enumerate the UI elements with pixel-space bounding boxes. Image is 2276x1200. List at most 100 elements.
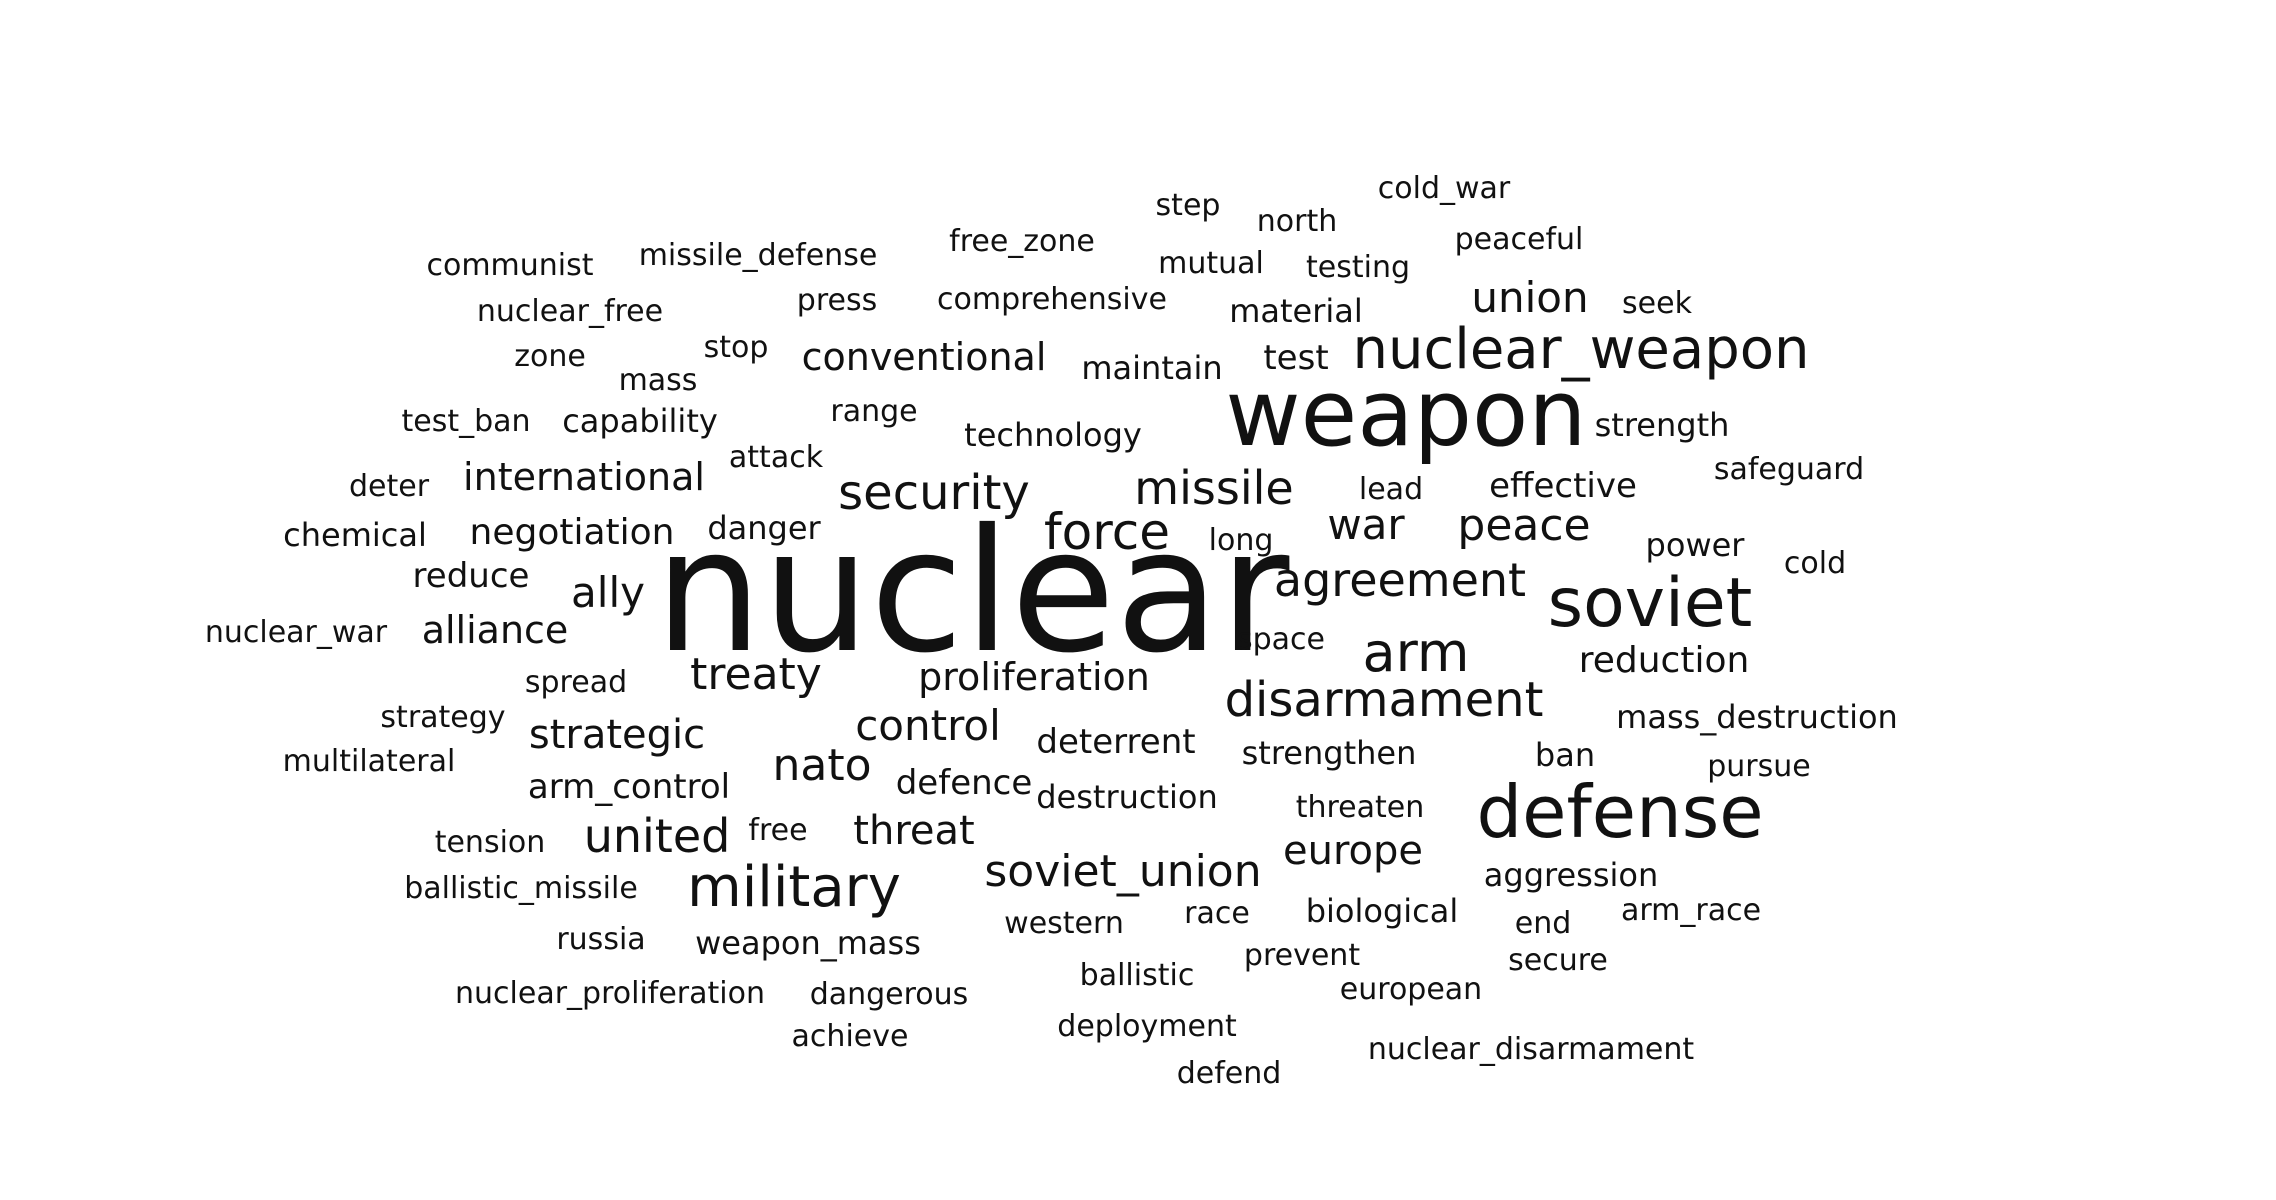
- word: defend: [1176, 1056, 1282, 1091]
- word: ballistic_missile: [404, 871, 638, 906]
- word: union: [1471, 273, 1589, 322]
- word: nato: [772, 740, 872, 791]
- word: mutual: [1158, 246, 1264, 281]
- word: race: [1184, 896, 1250, 931]
- word: free: [748, 813, 808, 848]
- word: missile: [1134, 461, 1294, 515]
- word: arm: [1362, 621, 1470, 684]
- word: negotiation: [469, 512, 675, 553]
- word: nuclear_free: [476, 294, 664, 329]
- word: stop: [703, 330, 769, 365]
- word: conventional: [801, 335, 1047, 379]
- word: step: [1155, 188, 1221, 223]
- word: force: [1044, 503, 1170, 561]
- word: mass_destruction: [1616, 698, 1898, 736]
- word: proliferation: [918, 655, 1150, 699]
- word: weapon: [1225, 360, 1587, 467]
- word: deter: [348, 469, 430, 504]
- word: pursue: [1707, 749, 1811, 784]
- word: united: [583, 809, 731, 863]
- word: war: [1327, 500, 1405, 549]
- word: test: [1263, 338, 1329, 378]
- word: nuclear_proliferation: [455, 976, 765, 1011]
- word: mass: [618, 363, 698, 398]
- word: test_ban: [401, 404, 531, 439]
- word: dangerous: [809, 977, 969, 1012]
- word: international: [463, 455, 705, 499]
- word: alliance: [421, 608, 569, 652]
- word: peace: [1457, 500, 1591, 551]
- word: prevent: [1243, 938, 1361, 973]
- word: testing: [1305, 250, 1411, 285]
- word: end: [1514, 906, 1572, 941]
- word: biological: [1305, 892, 1459, 930]
- word: danger: [707, 509, 821, 547]
- word: material: [1229, 292, 1363, 330]
- word: lead: [1358, 472, 1424, 507]
- word: western: [1004, 906, 1124, 941]
- word: strategic: [528, 712, 706, 758]
- word: disarmament: [1224, 672, 1544, 728]
- word: long: [1208, 523, 1274, 558]
- word: nuclear_weapon: [1352, 317, 1810, 382]
- word: nuclear: [654, 493, 1290, 691]
- word: ban: [1534, 736, 1596, 774]
- word: threaten: [1295, 790, 1425, 825]
- word: agreement: [1273, 553, 1527, 607]
- word: achieve: [791, 1019, 909, 1054]
- word: reduction: [1578, 640, 1750, 681]
- word: communist: [426, 248, 594, 283]
- word: security: [838, 465, 1030, 521]
- word: reduce: [412, 556, 530, 596]
- word: ballistic: [1079, 958, 1195, 993]
- word: press: [796, 283, 878, 318]
- word: europe: [1283, 828, 1423, 874]
- word: missile_defense: [638, 238, 878, 273]
- word: free_zone: [949, 224, 1095, 259]
- word: strength: [1594, 406, 1730, 444]
- word: soviet: [1547, 564, 1753, 643]
- word: technology: [964, 416, 1142, 454]
- word: treaty: [690, 649, 822, 700]
- word: ally: [571, 568, 645, 617]
- word: peaceful: [1454, 222, 1584, 257]
- word: deployment: [1057, 1009, 1237, 1044]
- word: military: [687, 855, 901, 920]
- word: space: [1236, 622, 1326, 657]
- word: european: [1339, 972, 1483, 1007]
- word: range: [830, 394, 918, 429]
- word: strategy: [380, 700, 506, 735]
- word: destruction: [1036, 778, 1218, 816]
- word: multilateral: [282, 744, 456, 779]
- word: cold_war: [1377, 171, 1511, 206]
- word: aggression: [1483, 856, 1659, 894]
- word: control: [855, 701, 1001, 750]
- word: russia: [556, 922, 646, 957]
- word: seek: [1622, 286, 1692, 321]
- word: safeguard: [1713, 452, 1865, 487]
- word: defense: [1476, 770, 1764, 854]
- word: comprehensive: [937, 282, 1167, 317]
- word: threat: [853, 808, 975, 854]
- word: north: [1256, 204, 1338, 239]
- word: attack: [728, 440, 824, 475]
- word: capability: [562, 402, 718, 440]
- word: effective: [1489, 466, 1637, 506]
- word: nuclear_war: [204, 615, 388, 650]
- word: tension: [434, 825, 546, 860]
- word: power: [1645, 526, 1745, 564]
- word: soviet_union: [984, 846, 1262, 897]
- word: deterrent: [1036, 722, 1196, 762]
- word: nuclear_disarmament: [1367, 1032, 1695, 1067]
- word: maintain: [1081, 349, 1223, 387]
- word: strengthen: [1241, 734, 1417, 772]
- word: arm_race: [1620, 893, 1762, 928]
- word: weapon_mass: [695, 924, 921, 962]
- word: chemical: [283, 516, 427, 554]
- word: arm_control: [527, 767, 731, 807]
- word: secure: [1508, 943, 1608, 978]
- word: spread: [524, 665, 628, 700]
- word: defence: [895, 763, 1033, 803]
- word: zone: [514, 339, 586, 374]
